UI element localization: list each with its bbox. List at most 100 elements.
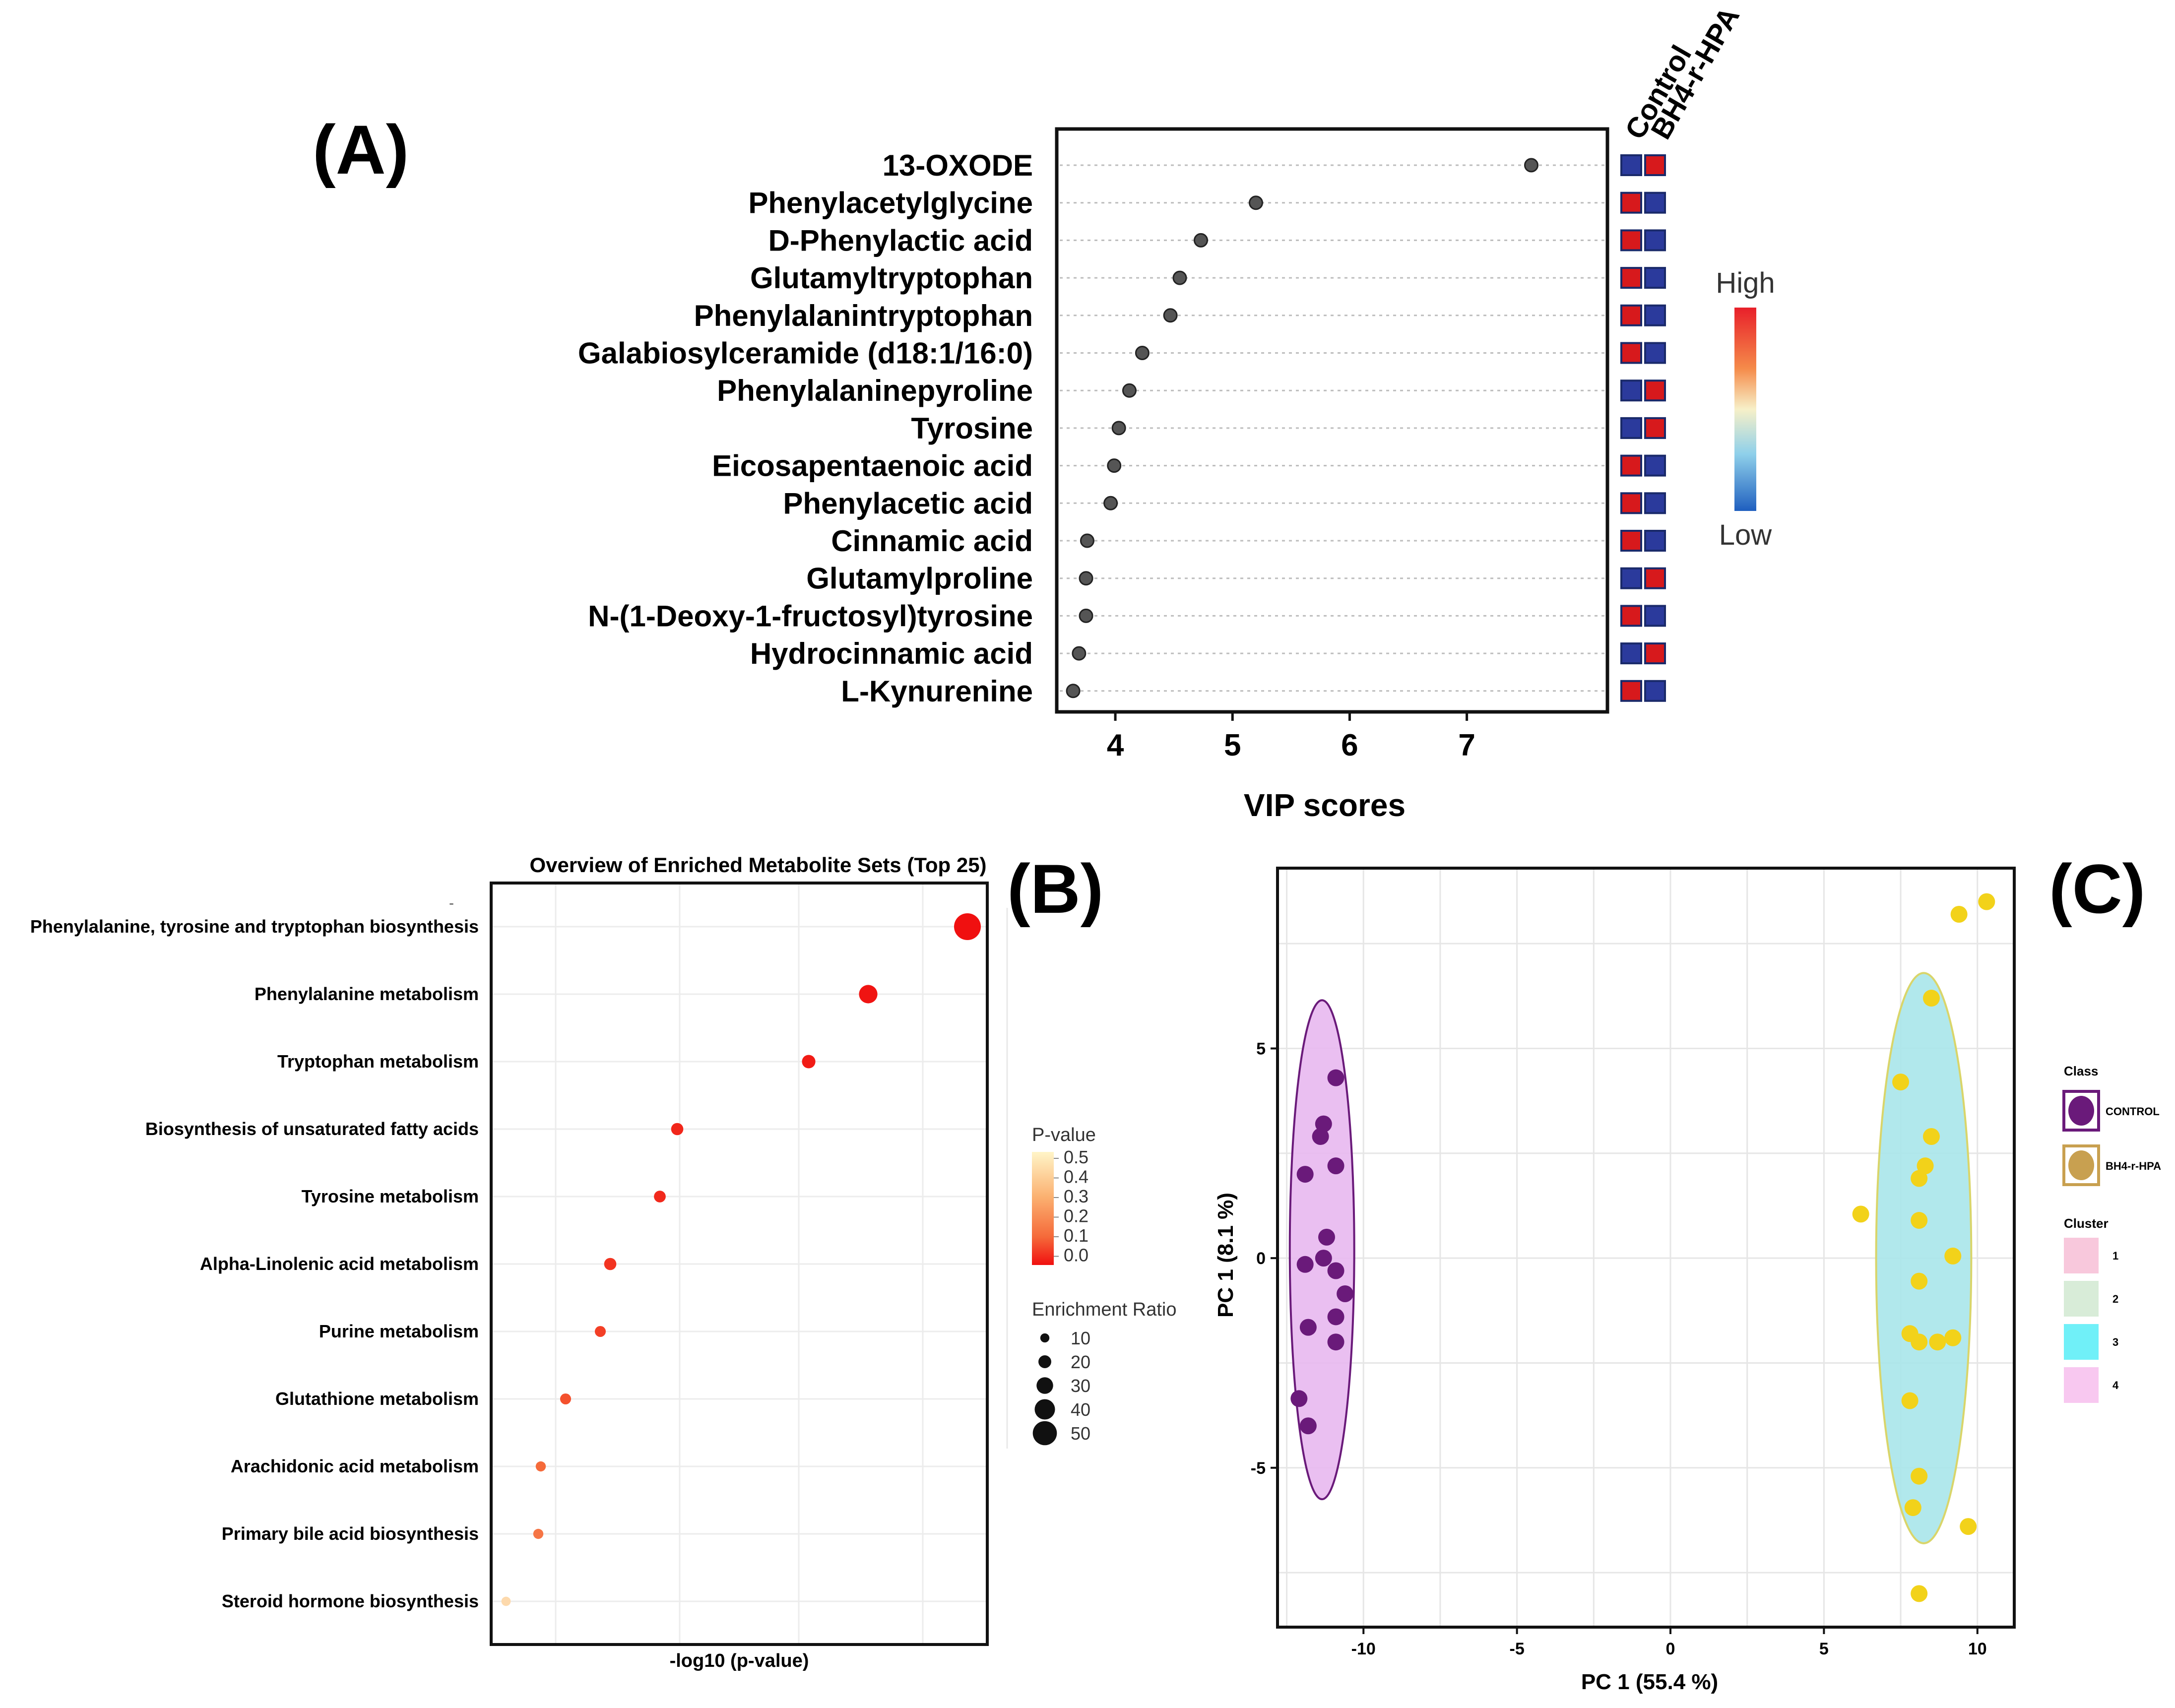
vip-x-axis-label: VIP scores [1244, 787, 1406, 823]
vip-heatmap-cell [1644, 605, 1666, 627]
enrichment-category-label: Steroid hormone biosynthesis [222, 1591, 479, 1611]
pca-point [1327, 1262, 1344, 1279]
vip-point [1248, 195, 1263, 210]
vip-heatmap-cell [1620, 191, 1642, 214]
pca-point [1922, 990, 1940, 1007]
pvalue-legend-title: P-value [1032, 1125, 1096, 1145]
enrichment-point [560, 1393, 572, 1405]
enrichment-ratio-legend-title: Enrichment Ratio [1032, 1299, 1176, 1320]
enrichment-x-axis-label: -log10 (p-value) [670, 1650, 809, 1671]
pca-point [1318, 1228, 1335, 1246]
enrichment-ratio-legend-dot [1034, 1399, 1055, 1420]
pca-x-axis-label: PC 1 (55.4 %) [1581, 1670, 1718, 1694]
enrichment-category-label: Purine metabolism [319, 1321, 479, 1341]
vip-points [1066, 158, 1538, 698]
pvalue-tick-label: 0.0 [1064, 1245, 1088, 1265]
enrichment-point [671, 1123, 684, 1136]
vip-point [1524, 158, 1538, 173]
enrichment-point [501, 1596, 511, 1606]
pca-point [1327, 1157, 1344, 1175]
vip-point [1072, 646, 1087, 661]
pca-point [1892, 1074, 1910, 1091]
pvalue-tick-label: 0.2 [1064, 1206, 1088, 1226]
enrichment-chart: Overview of Enriched Metabolite Sets (To… [30, 853, 1177, 1671]
pca-y-tick-label: 0 [1256, 1249, 1266, 1268]
pca-chart: -10 -5 0 5 10 5 0 -5 PC 1 (55.4 %) PC 1 (8.1 %)… [1214, 867, 2161, 1694]
vip-heatmap-cell [1644, 454, 1666, 477]
vip-category-label: N-(1-Deoxy-1-fructosyl)tyrosine [588, 599, 1033, 633]
vip-heatmap-cell [1620, 530, 1642, 552]
vip-chart: 13-OXODE Phenylacetylglycine D-Phenylactic… [578, 1, 1775, 823]
pca-point [1327, 1308, 1344, 1326]
vip-heatmap-cell [1620, 642, 1642, 665]
panel-b-letter: (B) [1007, 850, 1103, 928]
vip-ticks: 4 5 6 7 [1107, 712, 1475, 762]
enrichment-ratio-legend-label: 50 [1071, 1423, 1090, 1444]
vip-heatmap-cell [1644, 530, 1666, 552]
vip-colorbar-low-label: Low [1719, 519, 1773, 551]
pca-point [1904, 1499, 1921, 1517]
enrichment-ratio-legend-items: 10 20 30 40 50 [1032, 1328, 1090, 1446]
pca-point [1296, 1256, 1314, 1273]
panel-a-letter: (A) [313, 111, 409, 189]
vip-category-label: Phenylacetic acid [783, 487, 1033, 520]
vip-tick-label: 6 [1341, 728, 1358, 762]
pca-point [1315, 1250, 1332, 1267]
vip-point [1079, 608, 1093, 623]
vip-heatmap-cell [1644, 229, 1666, 252]
vip-category-label: D-Phenylactic acid [768, 224, 1033, 257]
vip-tick-label: 4 [1107, 728, 1124, 762]
pca-point [1944, 1247, 1962, 1265]
pca-legend-cluster-label: 2 [2112, 1293, 2118, 1305]
enrichment-point [654, 1191, 666, 1202]
vip-point [1122, 383, 1137, 398]
vip-category-label: Eicosapentaenoic acid [712, 449, 1033, 483]
pca-point [1917, 1157, 1934, 1175]
enrichment-ratio-legend: Enrichment Ratio 10 20 30 40 50 [1032, 1299, 1176, 1446]
pca-point [1299, 1417, 1317, 1435]
vip-heatmap-cell [1620, 567, 1642, 589]
vip-heatmap-cell [1620, 342, 1642, 364]
vip-category-label: Phenylacetylglycine [748, 187, 1033, 220]
vip-category-label: Galabiosylceramide (d18:1/16:0) [578, 337, 1033, 370]
pca-y-tick-label: -5 [1251, 1459, 1266, 1478]
enrichment-plot-frame [490, 882, 989, 1646]
pca-confidence-ellipse [1875, 972, 1973, 1544]
pca-point [1337, 1285, 1354, 1302]
pca-point [1312, 1128, 1329, 1145]
pca-point [1911, 1333, 1928, 1351]
pca-legend-class-dot [2068, 1096, 2094, 1126]
pca-x-tick-label: -10 [1351, 1640, 1376, 1658]
enrichment-point [533, 1528, 544, 1539]
pca-legend-class-label: CONTROL [2106, 1105, 2160, 1118]
vip-heatmap-cell [1620, 380, 1642, 402]
vip-heatmap-cell [1620, 229, 1642, 252]
pca-legend-cluster-label: 4 [2112, 1379, 2119, 1392]
pca-point [1315, 1115, 1332, 1133]
enrichment-category-label: Phenylalanine metabolism [255, 984, 479, 1004]
pca-points [1290, 893, 1995, 1602]
pca-y-tick-label: 5 [1256, 1039, 1266, 1058]
vip-category-label: Phenylalanintryptophan [694, 299, 1033, 332]
vip-heatmap-cell [1644, 267, 1666, 289]
vip-heatmap-cell [1644, 380, 1666, 402]
vip-heatmap-cell [1644, 492, 1666, 514]
pca-x-tick-label: 10 [1968, 1640, 1987, 1658]
enrichment-category-label: Biosynthesis of unsaturated fatty acids [145, 1119, 479, 1139]
pca-point [1960, 1518, 1977, 1535]
pca-legend-cluster-label: 3 [2112, 1336, 2118, 1348]
pca-point [1911, 1467, 1928, 1485]
vip-heatmap-cell [1644, 154, 1666, 176]
enrichment-point [954, 913, 981, 940]
enrichment-category-label: Phenylalanine, tyrosine and tryptophan b… [30, 916, 479, 937]
pca-legend-cluster-swatch [2064, 1367, 2099, 1403]
vip-heatmap [1620, 154, 1666, 702]
enrichment-ratio-legend-dot [1038, 1355, 1051, 1368]
panel-c-letter: (C) [2049, 850, 2145, 928]
pca-y-axis-label: PC 1 (8.1 %) [1214, 1193, 1238, 1318]
enrichment-point [604, 1258, 617, 1270]
vip-point [1135, 346, 1150, 360]
enrichment-ratio-legend-label: 40 [1071, 1399, 1090, 1420]
vip-category-label: Glutamyltryptophan [750, 261, 1033, 295]
